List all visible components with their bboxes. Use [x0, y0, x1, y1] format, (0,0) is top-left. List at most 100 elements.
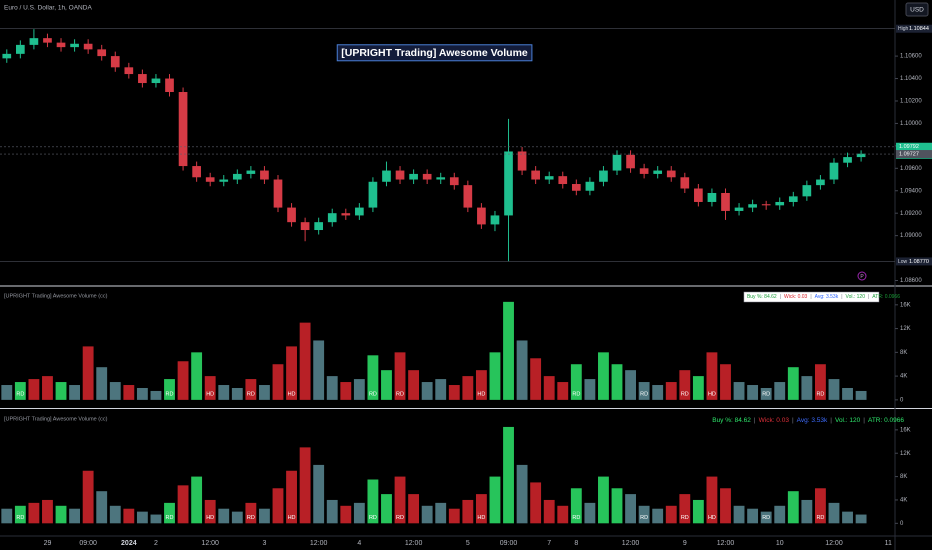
- volume-bar: [218, 508, 230, 524]
- volume-bar: [136, 387, 148, 400]
- candle-body: [856, 153, 866, 158]
- candle-body: [477, 207, 486, 225]
- volume-bar: [69, 508, 81, 524]
- bar-tag: HD: [477, 391, 485, 397]
- y-tick-label: 1.09600: [900, 166, 922, 172]
- volume-bar: [475, 494, 487, 524]
- candle-body: [83, 43, 93, 50]
- stats-item: Wick: 0.03: [784, 294, 808, 300]
- volume-bar: [435, 502, 447, 524]
- candle-body: [639, 168, 649, 174]
- event-icon[interactable]: [857, 271, 867, 281]
- volume-bar: [394, 476, 406, 524]
- volume-bar: [204, 499, 216, 524]
- candle-body: [504, 151, 513, 216]
- y-tick-label: 8K: [900, 474, 907, 480]
- candle-body: [368, 181, 378, 208]
- stats-separator: |: [841, 294, 842, 300]
- stats-item: ATR: 0.0966: [868, 417, 904, 424]
- volume-bar: [543, 376, 555, 400]
- volume-bar: [665, 505, 677, 524]
- volume-bar: [381, 370, 392, 400]
- x-tick-label: 2024: [121, 540, 137, 547]
- volume-bar: [245, 502, 257, 524]
- x-tick-label: 4: [357, 540, 361, 547]
- volume-bar: [1, 385, 13, 400]
- candle-body: [219, 179, 229, 182]
- volume-bar: [611, 488, 623, 524]
- volume-bar: [421, 505, 433, 524]
- candle-body: [707, 192, 717, 202]
- candle-body: [341, 213, 351, 216]
- volume-bar: [638, 505, 650, 524]
- candle-body: [816, 179, 825, 186]
- price-badge-value: 1.10844: [909, 26, 929, 32]
- pane-title: [UPRIGHT Trading] Awesome Volume (cc): [4, 416, 108, 422]
- bar-tag: HD: [206, 391, 214, 397]
- candle-body: [463, 185, 473, 208]
- bar-tag: HD: [288, 391, 296, 397]
- volume-bar: [706, 476, 718, 524]
- price-badge-value: 1.09792: [899, 144, 919, 150]
- y-tick-label: 1.09000: [900, 233, 922, 239]
- volume-bar: [191, 476, 203, 524]
- candle-body: [680, 177, 690, 189]
- candle-body: [395, 170, 405, 180]
- price-badge-name: Low: [898, 259, 908, 265]
- volume-bar: [353, 379, 365, 400]
- candle-body: [490, 215, 500, 225]
- volume-bar: [367, 355, 379, 400]
- stats-item: ATR: 0.0966: [872, 294, 900, 300]
- bar-tag: RD: [572, 515, 580, 521]
- volume-bar: [611, 364, 623, 400]
- volume-bar: [123, 508, 135, 524]
- volume-bar: [828, 502, 840, 524]
- volume-bar: [313, 340, 325, 400]
- candle-body: [2, 53, 12, 59]
- volume-bar: [164, 379, 175, 400]
- currency-label[interactable]: USD: [910, 7, 924, 14]
- volume-bar: [340, 382, 352, 400]
- candle-body: [165, 78, 174, 93]
- stats-separator: |: [868, 294, 869, 300]
- volume-bar: [286, 470, 297, 524]
- x-tick-label: 9: [683, 540, 687, 547]
- volume-bar: [326, 376, 338, 400]
- volume-bar: [584, 502, 596, 524]
- candle-body: [788, 196, 798, 202]
- candle-body: [273, 179, 283, 208]
- bar-tag: RD: [640, 391, 648, 397]
- volume-bar: [760, 511, 772, 524]
- y-tick-label: 12K: [900, 326, 911, 332]
- x-tick-label: 09:00: [79, 540, 97, 547]
- symbol-label: Euro / U.S. Dollar, 1h, OANDA: [4, 5, 92, 12]
- candle-body: [205, 177, 215, 182]
- volume-bar: [1, 508, 13, 524]
- volume-bar: [584, 379, 596, 400]
- x-tick-label: 12:00: [622, 540, 640, 547]
- bar-tag: RD: [369, 515, 377, 521]
- y-tick-label: 16K: [900, 302, 911, 308]
- volume-bar: [150, 390, 162, 400]
- volume-bar: [123, 385, 135, 400]
- volume-bar: [14, 382, 26, 400]
- candle-body: [327, 213, 337, 223]
- candle-body: [232, 173, 242, 180]
- volume-bar: [692, 499, 704, 524]
- bar-tag: RD: [396, 391, 404, 397]
- volume-bar: [747, 385, 759, 400]
- volume-bar: [69, 385, 81, 400]
- volume-bar: [516, 340, 528, 400]
- candle-body: [355, 207, 364, 216]
- volume-bar: [191, 352, 203, 400]
- candle-body: [449, 177, 459, 186]
- x-tick-label: 12:00: [825, 540, 843, 547]
- currency-button[interactable]: [905, 2, 929, 17]
- volume-bar: [204, 376, 216, 400]
- x-tick-label: 5: [466, 540, 470, 547]
- candle-body: [531, 170, 540, 180]
- y-tick-label: 1.09200: [900, 211, 922, 217]
- indicator-title-box: [336, 44, 533, 62]
- volume-bar: [272, 364, 284, 400]
